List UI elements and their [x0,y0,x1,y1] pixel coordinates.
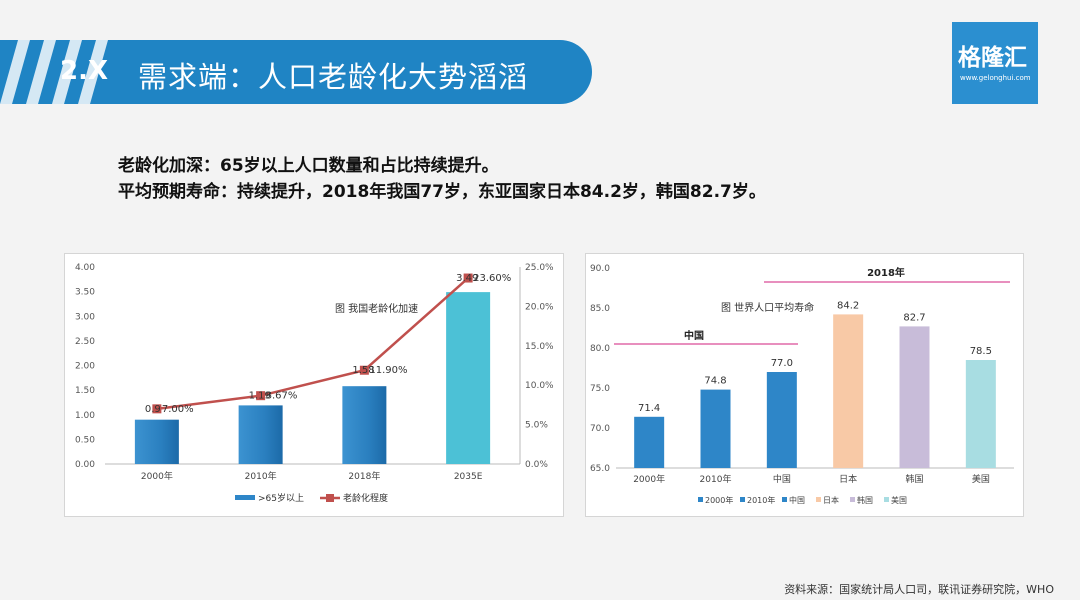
bar-data-label: 74.8 [704,376,726,387]
x-tick-label: 2010年 [700,473,732,485]
line-marker [463,273,473,283]
legend-swatch [884,497,889,502]
bar-data-label: 82.7 [903,312,925,323]
logo-text: 格隆汇 [958,45,1027,71]
x-tick-label: 2000年 [633,473,665,485]
legend-label: 2010年 [747,495,775,505]
legend-label: 中国 [789,495,805,505]
banner-stripes [0,40,108,104]
y-tick-label: 2.00 [75,362,95,372]
y-tick-label: 2.50 [75,337,95,347]
bar-life-expectancy [833,314,864,468]
chart-panel-lifespan: 65.0 70.0 75.0 80.0 85.0 90.0 71.4 2000年 74.8 201… [585,253,1024,517]
bar-population-65plus [342,386,387,464]
line-data-label: 11.90% [369,365,407,376]
x-tick-label: 2035E [454,472,483,482]
brand-logo: 格隆汇 www.gelonghui.com [952,22,1038,104]
bar-life-expectancy [899,326,930,468]
bar-data-label: 84.2 [837,300,859,311]
y-tick-label: 75.0 [590,384,610,394]
legend-label-bars: >65岁以上 [258,492,304,504]
y2-tick-label: 20.0% [525,302,554,312]
legend-swatch [816,497,821,502]
legend-label: 日本 [823,495,839,505]
y-tick-label: 3.00 [75,312,95,322]
y-tick-label: 0.50 [75,435,95,445]
bar-population-65plus [446,292,491,464]
y-tick-label: 1.50 [75,386,95,396]
legend-label: 美国 [891,495,907,505]
legend-swatch [850,497,855,502]
x-tick-label: 韩国 [905,473,923,485]
y-tick-label: 3.50 [75,288,95,298]
bar-data-label: 3.49 [456,273,478,284]
x-tick-label: 2000年 [141,470,173,482]
legend-swatch [782,497,787,502]
x-tick-label: 2018年 [348,470,380,482]
x-tick-label: 中国 [773,473,791,485]
bar-population-65plus [134,419,179,464]
line-data-label: 23.60% [473,273,511,284]
chart-title: 图 我国老龄化加速 [335,302,418,315]
y-tick-label: 4.00 [75,263,95,273]
y-tick-label: 80.0 [590,344,610,354]
line-marker [256,391,266,401]
bar-life-expectancy [766,372,797,468]
bar-data-label: 0.9 [145,404,161,415]
legend-swatch [740,497,745,502]
page-title: 需求端：人口老龄化大势滔滔 [138,60,529,94]
line-marker [359,365,369,375]
bar-data-label: 78.5 [970,346,992,357]
y-tick-label: 0.00 [75,460,95,470]
legend-label-line: 老龄化程度 [343,492,388,504]
legend-swatch-bars [235,495,255,500]
x-tick-label: 2010年 [245,470,277,482]
line-marker [152,404,162,414]
y-tick-label: 85.0 [590,304,610,314]
y2-tick-label: 15.0% [525,342,554,352]
chart-lifespan-svg: 65.0 70.0 75.0 80.0 85.0 90.0 71.4 2000年 74.8 201… [590,264,1014,505]
bar-life-expectancy [965,360,996,468]
legend-label: 2000年 [705,495,733,505]
headline-lifespan: 平均预期寿命：持续提升，2018年我国77岁，东亚国家日本84.2岁，韩国82.… [118,182,766,202]
chart-aging-svg: 0.00 0.50 1.00 1.50 2.00 2.50 3.00 3.50 4.00 0.0%… [75,263,554,504]
annotation-label-2018: 2018年 [867,266,905,279]
chart-title: 图 世界人口平均寿命 [721,301,814,314]
line-data-label: 7.00% [162,404,194,415]
chart-panel-aging: 0.00 0.50 1.00 1.50 2.00 2.50 3.00 3.50 4.00 0.0%… [64,253,564,517]
bar-population-65plus [238,405,283,464]
x-tick-label: 美国 [972,473,990,485]
bar-data-label: 1.19 [249,391,271,402]
line-aging-rate [156,277,469,411]
y2-tick-label: 25.0% [525,263,554,273]
legend-label: 韩国 [857,495,873,505]
bar-life-expectancy [700,389,731,468]
bar-data-label: 1.58 [352,365,374,376]
line-data-label: 8.67% [266,391,298,402]
section-number: 2.X [60,56,109,86]
bar-life-expectancy [634,416,665,468]
logo-subtext: www.gelonghui.com [960,74,1031,82]
legend-swatch [698,497,703,502]
source-note: 资料来源：国家统计局人口司，联讯证券研究院，WHO [784,583,1054,596]
y-tick-label: 1.00 [75,411,95,421]
bar-data-label: 71.4 [638,403,660,414]
y2-tick-label: 0.0% [525,460,548,470]
bar-data-label: 77.0 [771,358,793,369]
y2-tick-label: 5.0% [525,421,548,431]
y-tick-label: 70.0 [590,424,610,434]
y2-tick-label: 10.0% [525,381,554,391]
annotation-label-china: 中国 [684,329,704,342]
x-tick-label: 日本 [839,473,857,485]
y-tick-label: 90.0 [590,264,610,274]
legend-marker-line [326,494,334,502]
y-tick-label: 65.0 [590,464,610,474]
headline-aging: 老龄化加深：65岁以上人口数量和占比持续提升。 [118,156,499,176]
